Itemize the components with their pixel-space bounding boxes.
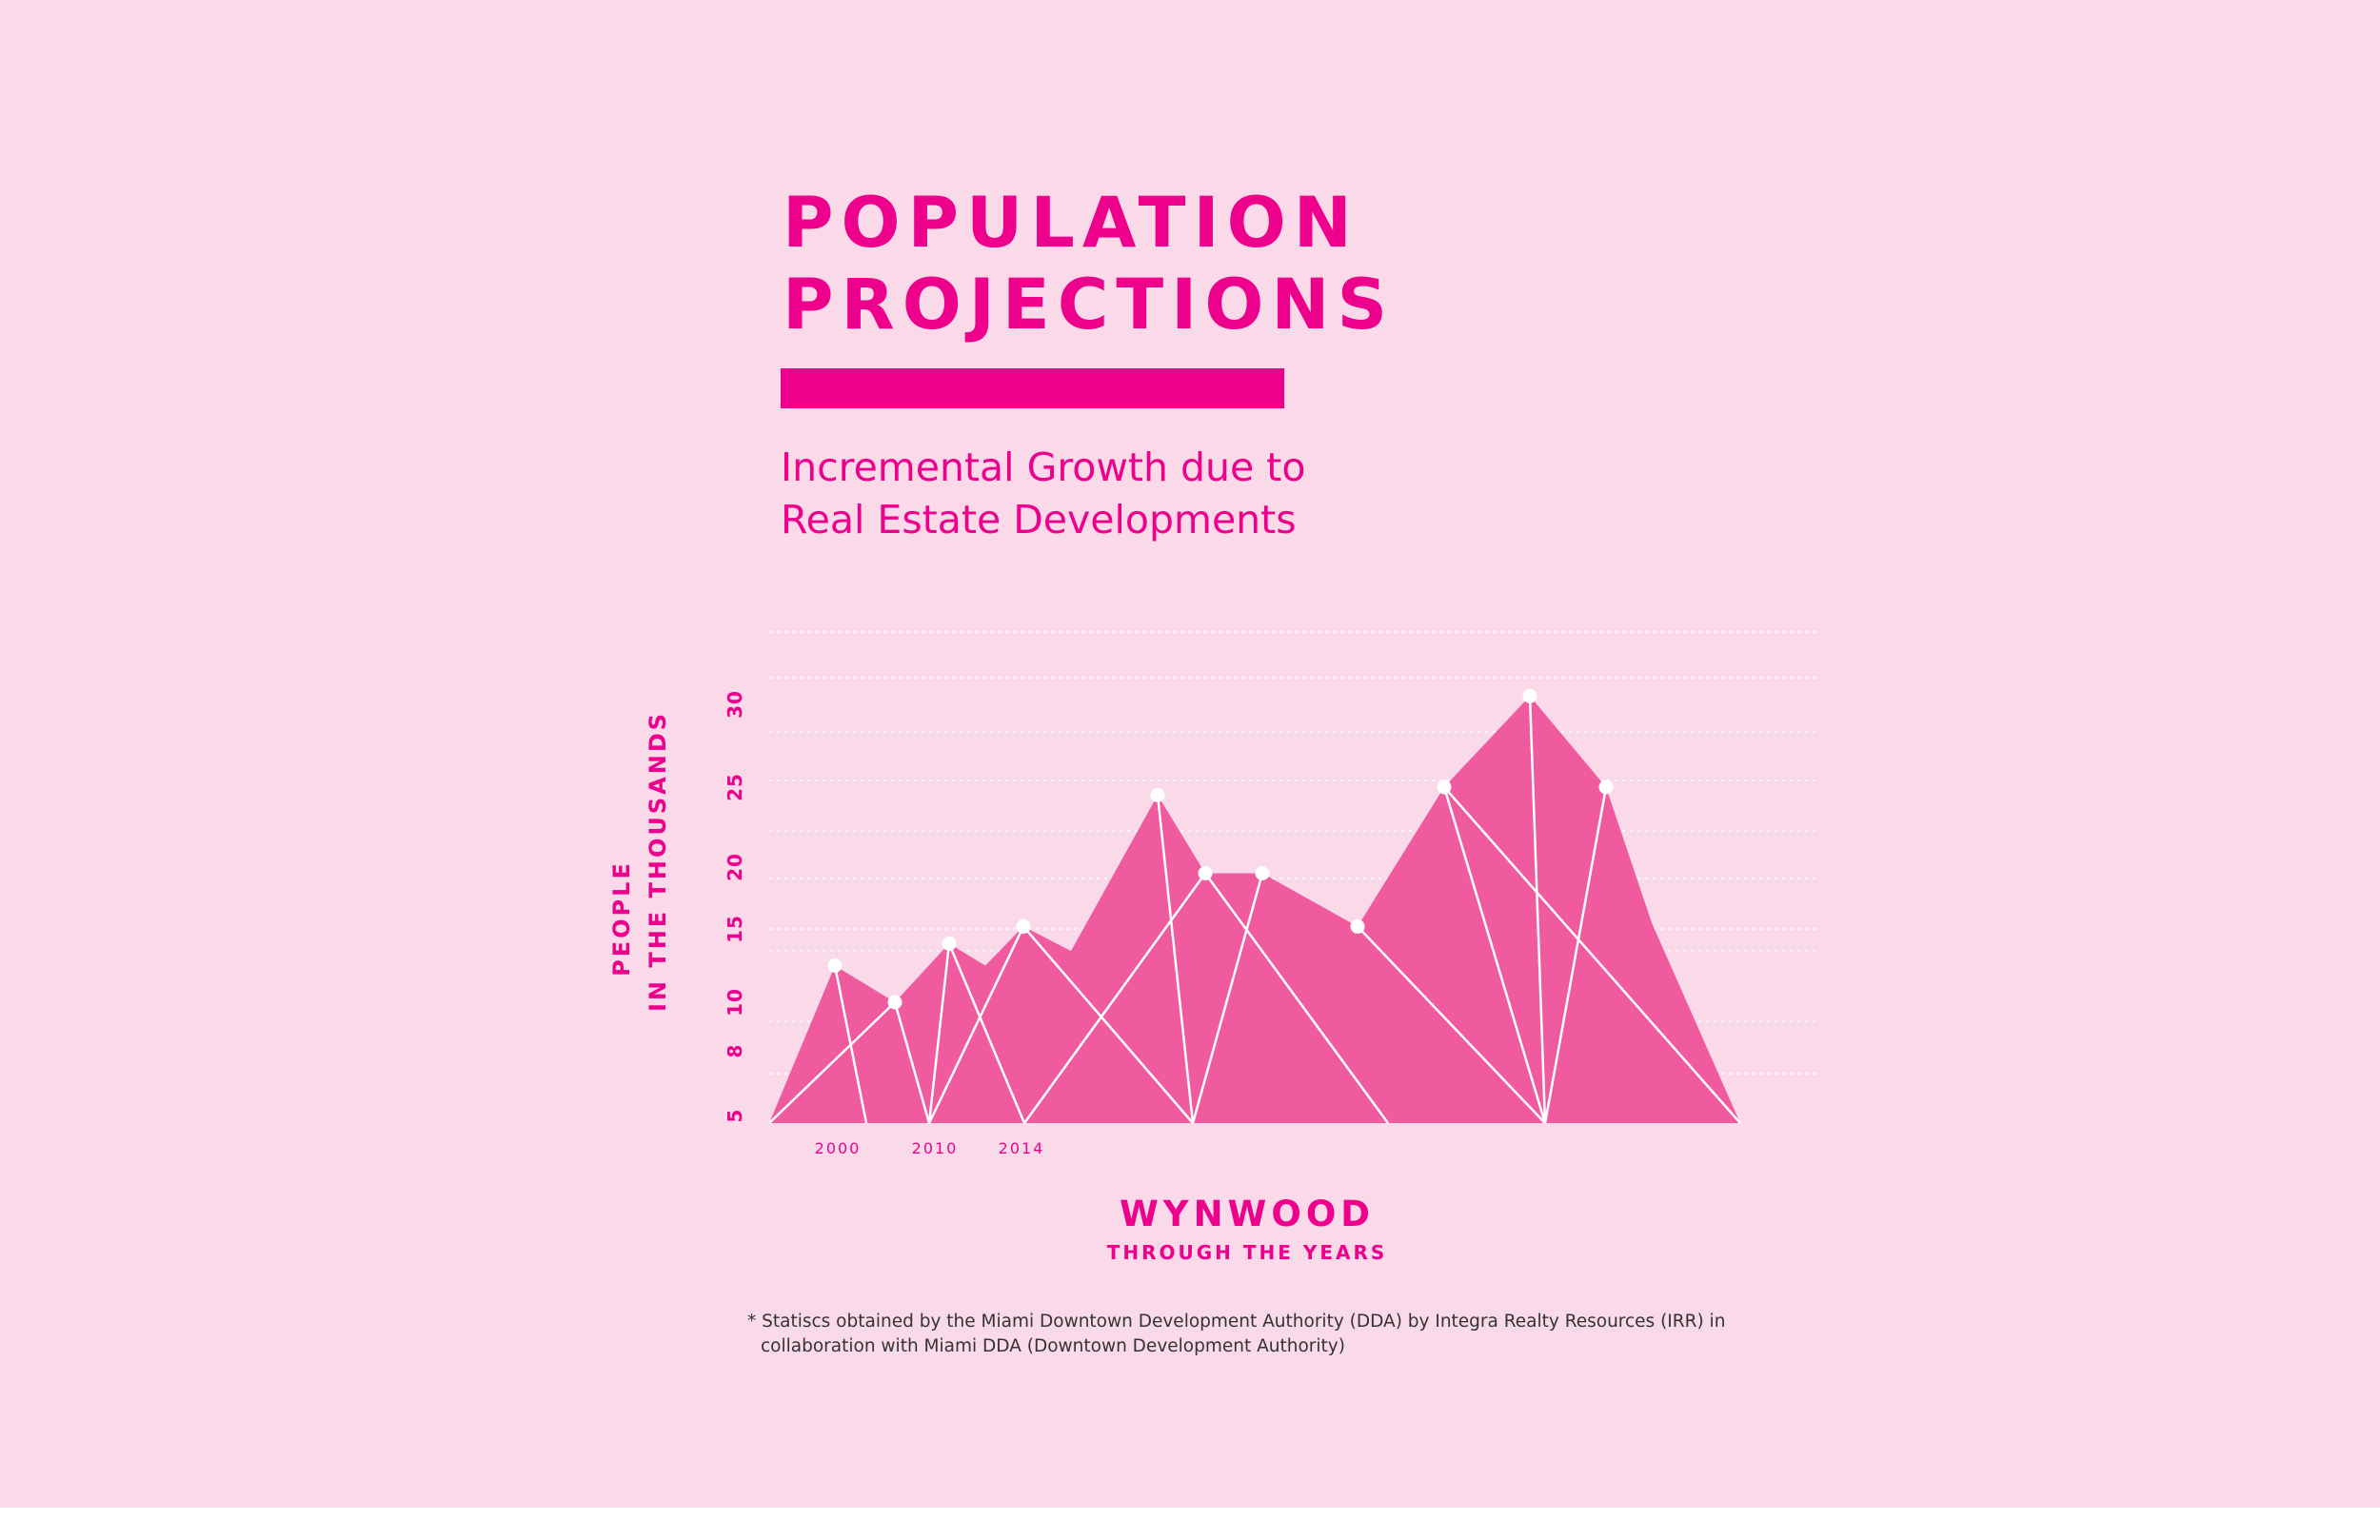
data-point (827, 958, 843, 973)
data-points (827, 688, 1614, 1010)
title-line-2: PROJECTIONS (783, 265, 1396, 346)
x-axis-sublabel: THROUGH THE YEARS (1106, 1241, 1388, 1264)
data-point (1522, 688, 1537, 703)
area-fill (769, 696, 1740, 1123)
data-point (942, 936, 957, 951)
x-tick-labels: 2000 2010 2014 (815, 1139, 1045, 1157)
connector-line (1191, 873, 1264, 1124)
data-point (1198, 866, 1213, 880)
data-point (1016, 918, 1031, 934)
connector-line (1022, 872, 1207, 1124)
y-tick-label: 30 (724, 690, 746, 719)
page-background (0, 0, 2380, 1508)
data-point (1598, 780, 1614, 795)
x-axis-label: WYNWOOD (1119, 1194, 1375, 1234)
y-tick-label: 8 (724, 1044, 746, 1058)
connector-line (893, 1001, 931, 1124)
footnote: * Statiscs obtained by the Miami Downtow… (747, 1310, 1747, 1359)
y-tick-label: 5 (724, 1109, 746, 1123)
connector-line (927, 943, 951, 1124)
subtitle-line-2: Real Estate Developments (781, 497, 1297, 543)
connector-line (947, 942, 1026, 1124)
y-tick-labels: 5 8 10 15 20 25 30 (724, 690, 746, 1122)
connector-line (1022, 925, 1194, 1124)
connector-line (768, 1001, 896, 1124)
data-point (1437, 780, 1452, 795)
subtitle-line-1: Incremental Growth due to (781, 444, 1306, 490)
connector-line (1528, 696, 1547, 1124)
y-tick-label: 15 (724, 915, 746, 943)
title-underline-bar (781, 368, 1284, 408)
x-tick-label: 2010 (912, 1139, 959, 1157)
subtitle: Incremental Growth due to Real Estate De… (781, 442, 1542, 546)
data-point (1350, 918, 1365, 934)
connector-line (1442, 786, 1547, 1124)
y-tick-label: 20 (724, 853, 746, 881)
population-chart: 5 8 10 15 20 25 30 2000 2010 2014 PEOPLE IN THE … (608, 631, 1820, 1157)
x-tick-label: 2014 (999, 1139, 1045, 1157)
connector-line (1443, 786, 1741, 1124)
data-point (1150, 787, 1165, 802)
connector-line (1203, 872, 1390, 1124)
y-axis-label-line-1: PEOPLE (608, 860, 635, 977)
data-point (1255, 866, 1270, 880)
area-polygon (769, 696, 1740, 1123)
y-tick-label: 10 (724, 988, 746, 1017)
page-title: POPULATION PROJECTIONS (783, 183, 1639, 346)
connector-line (1357, 925, 1546, 1124)
title-line-1: POPULATION (783, 183, 1359, 264)
footnote-line-1: * Statiscs obtained by the Miami Downtow… (747, 1312, 1726, 1332)
footnote-line-2: collaboration with Miami DDA (Downtown D… (761, 1336, 1345, 1356)
y-axis-label-line-2: IN THE THOUSANDS (645, 711, 671, 1012)
connector-line (833, 965, 868, 1124)
y-tick-label: 25 (724, 773, 746, 801)
x-tick-label: 2000 (815, 1139, 862, 1157)
data-point (887, 995, 902, 1010)
connector-lines (768, 696, 1741, 1124)
connector-line (1543, 786, 1608, 1124)
connector-line (927, 925, 1025, 1124)
connector-line (1156, 795, 1195, 1124)
